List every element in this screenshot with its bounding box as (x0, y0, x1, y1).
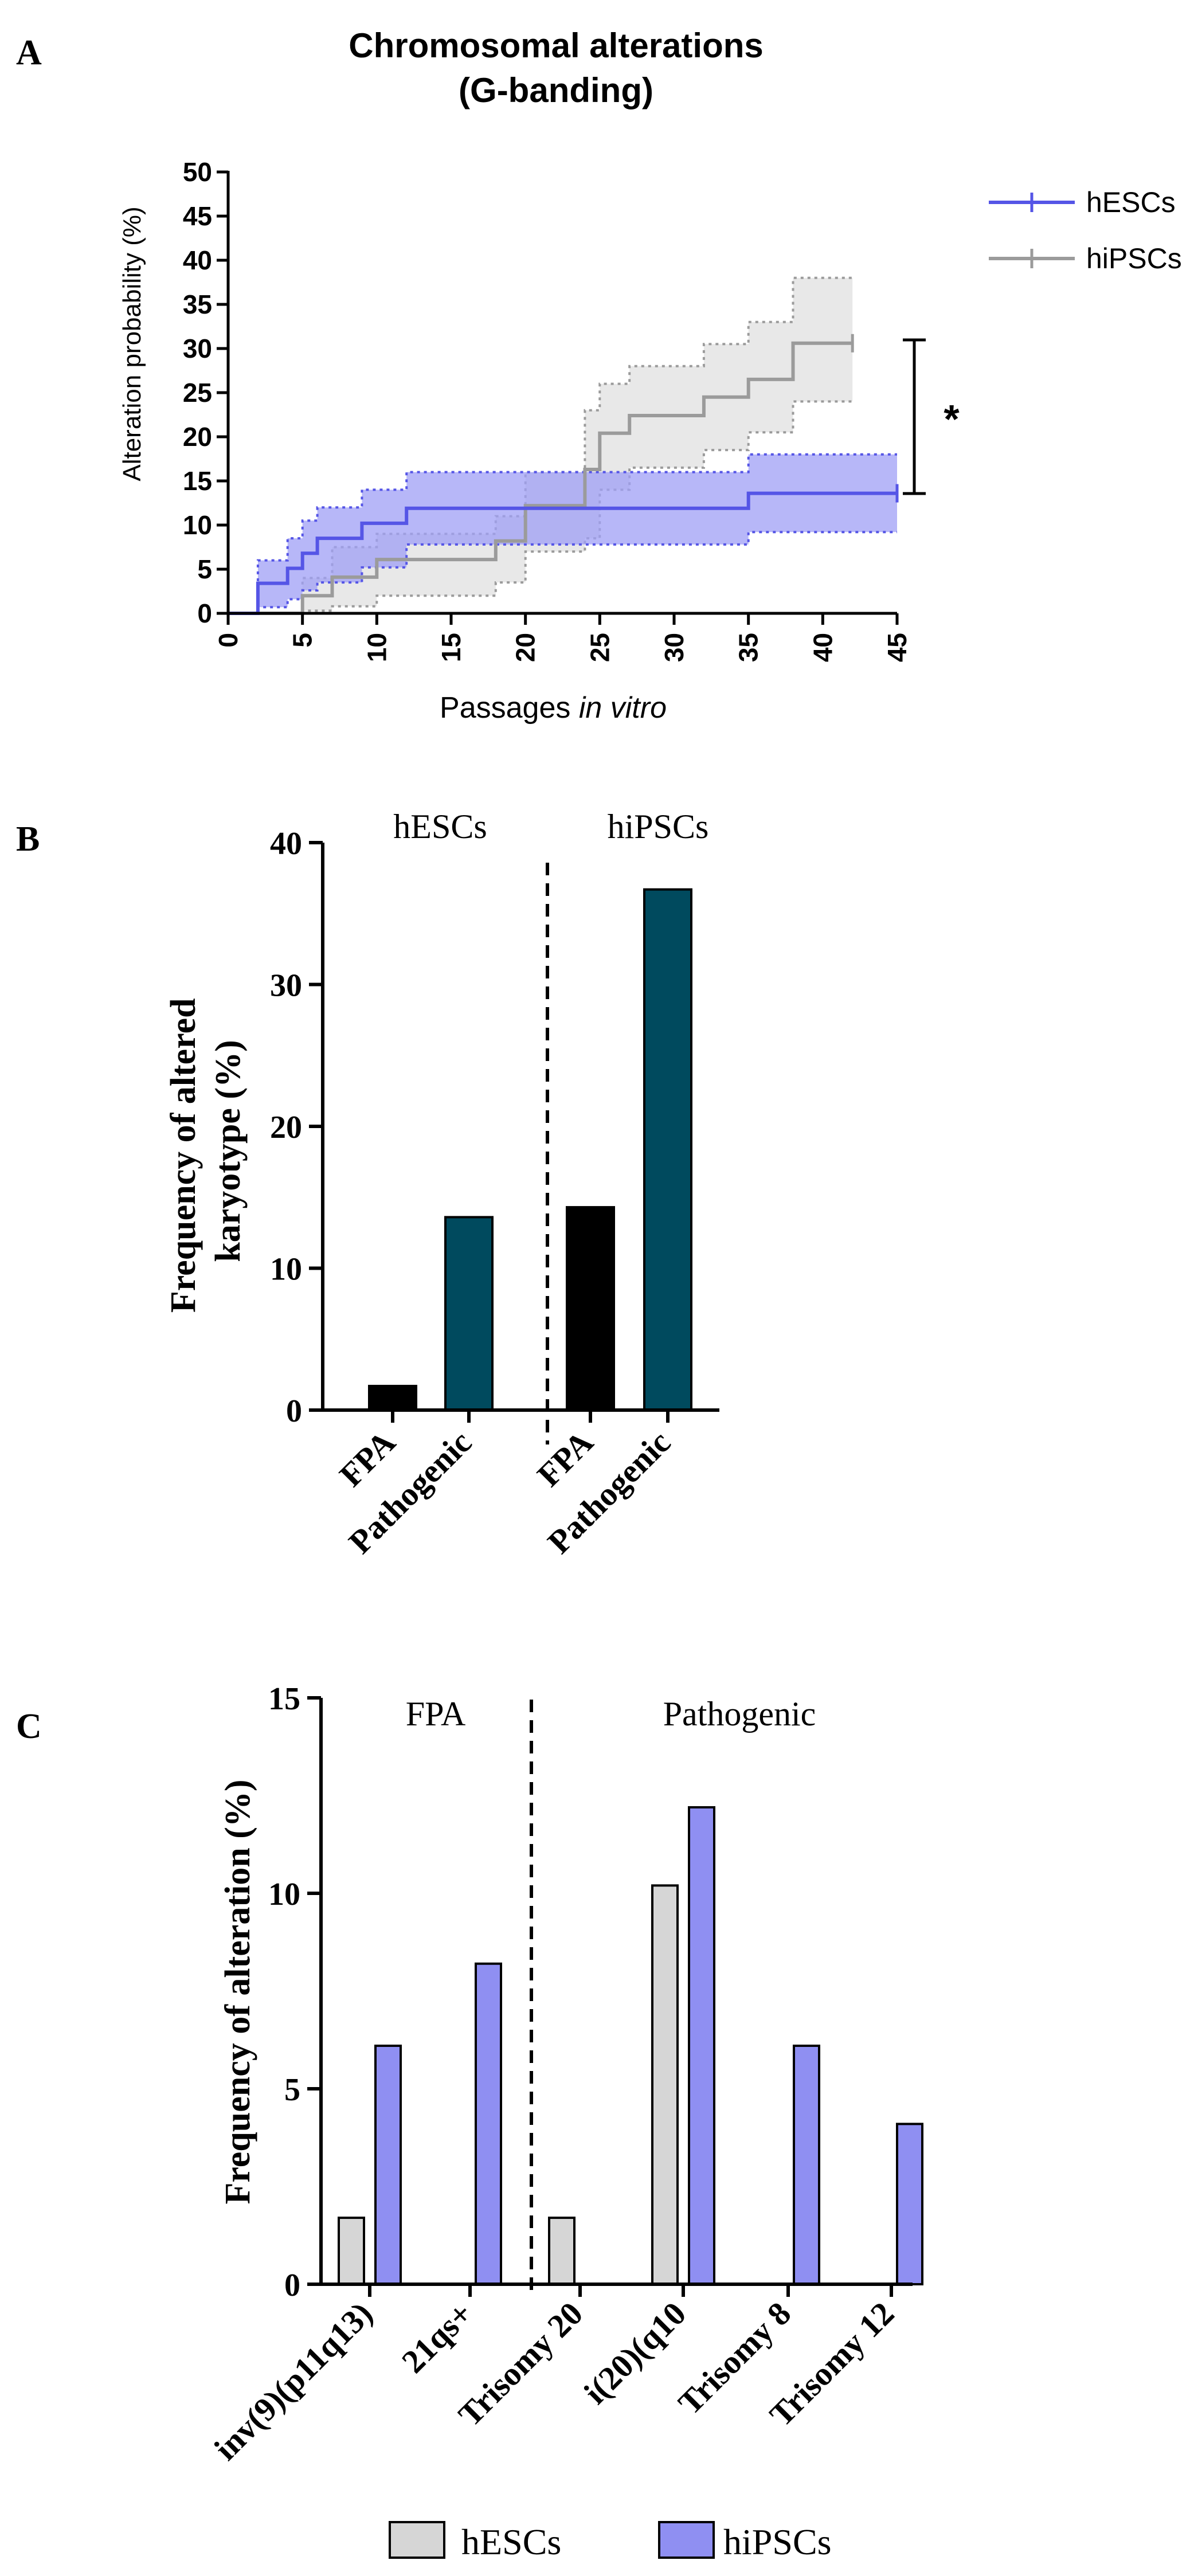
y-tick-label: 15 (183, 466, 212, 496)
panel-c: C FPA Pathogenic Frequency of alteration… (16, 1681, 923, 2562)
bar-hESCs-3 (651, 1884, 679, 2286)
x-tick-label: 15 (436, 633, 466, 662)
x-tick-label: 25 (585, 633, 614, 662)
panel-b: B hESCs hiPSCs Frequency of altered kary… (16, 808, 719, 1561)
x-tick-label: 21qs+ (394, 2295, 480, 2380)
y-tick-label: 40 (183, 245, 212, 275)
bars (368, 888, 692, 1412)
bar-fpa-0 (368, 1384, 417, 1412)
bar-pathogenic-3 (643, 888, 692, 1412)
x-tick-label: 20 (511, 633, 541, 662)
y-tick-label: 30 (270, 968, 302, 1004)
y-tick-label: 0 (286, 1393, 302, 1429)
bar-hiPSCs-3 (688, 1806, 715, 2285)
panel-b-label: B (16, 820, 40, 859)
y-tick-label: 35 (183, 289, 212, 319)
axes: 0 5 10 15 20 25 30 35 40 45 50 0 5 10 15 20 25 30 35 40 45 (183, 157, 912, 662)
chart-c-legend: hESCs hiPSCs (389, 2521, 832, 2562)
chart-c-y-label: Frequency of alteration (%) (218, 1780, 257, 2205)
y-tick-label: 10 (183, 510, 212, 540)
x-tick-label: 35 (734, 633, 764, 662)
y-tick-label: 20 (270, 1110, 302, 1145)
significance-bracket: * (903, 338, 960, 495)
panel-a-label: A (16, 33, 42, 72)
confidence-bands (228, 276, 897, 614)
survival-lines (228, 334, 899, 615)
y-tick-label: 30 (183, 334, 212, 363)
significance-star: * (944, 397, 960, 441)
y-tick-label: 50 (183, 157, 212, 187)
legend-hescs-label: hESCs (461, 2522, 561, 2562)
bar-hESCs-0 (338, 2217, 365, 2286)
y-tick-label: 10 (268, 1877, 300, 1912)
band-lower-hESCs (228, 531, 897, 614)
legend-hipscs-label: hiPSCs (1086, 242, 1182, 275)
legend-hescs-swatch (389, 2521, 445, 2559)
bar-pathogenic-1 (444, 1216, 494, 1411)
x-tick-label: 10 (362, 633, 392, 662)
panel-c-label: C (16, 1707, 42, 1746)
legend-hescs-label: hESCs (1086, 186, 1176, 218)
y-tick-label: 5 (284, 2072, 300, 2108)
y-label-line1: Frequency of altered (164, 998, 203, 1313)
bar-hiPSCs-4 (793, 2044, 820, 2285)
chart-a-title: Chromosomal alterations (349, 26, 764, 65)
chart-a-legend: hESCs hiPSCs (989, 186, 1182, 275)
y-tick-label: 45 (183, 201, 212, 231)
band-lower-hiPSCs (228, 400, 853, 614)
bar-hiPSCs-1 (475, 1962, 502, 2285)
x-tick-label: 30 (659, 633, 689, 662)
x-tick-label: 40 (808, 633, 837, 662)
group-label-fpa: FPA (406, 1695, 466, 1733)
y-tick-label: 0 (197, 598, 212, 628)
y-label-line2: karyotype (%) (209, 1040, 248, 1262)
panel-a: A Chromosomal alterations (G-banding) 0 5… (16, 26, 1182, 725)
chart-a-subtitle: (G-banding) (459, 71, 653, 109)
y-tick-label: 40 (270, 826, 302, 862)
line-hiPSCs (228, 341, 853, 615)
x-label-prefix: Passages (440, 691, 579, 725)
band-upper-hESCs (228, 453, 897, 614)
x-label-italic: in vitro (579, 691, 667, 725)
group-label-pathogenic: Pathogenic (663, 1695, 816, 1733)
band-hESCs (228, 454, 897, 613)
y-tick-label: 20 (183, 422, 212, 452)
x-tick-label: FPA (530, 1423, 601, 1494)
line-hESCs (228, 491, 897, 615)
chart-a-x-label: Passages in vitro (440, 691, 667, 725)
chart-a-y-label: Alteration probability (%) (118, 206, 146, 481)
bar-fpa-2 (566, 1206, 615, 1411)
y-tick-label: 10 (270, 1252, 302, 1287)
y-tick-label: 0 (284, 2268, 300, 2303)
x-tick-label: 0 (213, 633, 243, 648)
y-tick-label: 15 (268, 1681, 300, 1717)
group-label-hipscs: hiPSCs (608, 808, 709, 845)
bar-hiPSCs-0 (374, 2044, 402, 2285)
y-tick-label: 25 (183, 378, 212, 408)
legend-hipscs-label: hiPSCs (723, 2522, 832, 2562)
bars (338, 1806, 923, 2286)
group-label-hescs: hESCs (393, 808, 487, 845)
bar-hESCs-2 (548, 2217, 576, 2286)
bar-hiPSCs-5 (896, 2123, 923, 2285)
x-tick-label: inv(9)(p11q13) (207, 2295, 379, 2467)
legend-hipscs-swatch (658, 2521, 715, 2559)
chart-b-y-label: Frequency of altered karyotype (%) (164, 989, 248, 1313)
band-hiPSCs (228, 277, 853, 613)
x-tick-label: 5 (288, 633, 318, 648)
x-tick-label: 45 (882, 633, 912, 662)
y-tick-label: 5 (197, 554, 212, 584)
